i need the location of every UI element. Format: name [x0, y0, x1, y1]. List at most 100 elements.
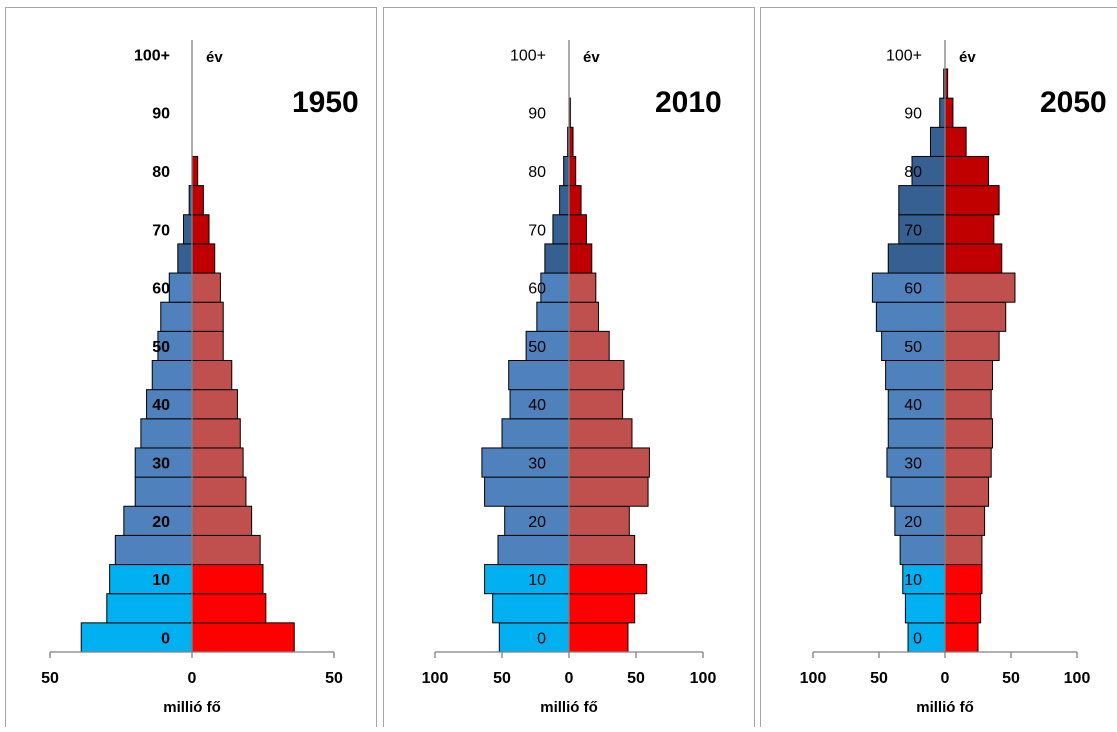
bar-female-15-19 — [945, 535, 982, 564]
x-tick-label: 100 — [690, 670, 717, 687]
x-tick-label: 0 — [565, 670, 574, 687]
age-tick-label: 70 — [528, 222, 546, 239]
x-tick-label: 0 — [941, 670, 950, 687]
bar-female-55-59 — [945, 302, 1006, 331]
x-tick-label: 100 — [800, 670, 827, 687]
age-tick-label: 60 — [152, 281, 170, 298]
bar-male-35-39 — [141, 419, 192, 448]
age-tick-label: 0 — [913, 630, 922, 647]
x-tick-label: 50 — [325, 670, 343, 687]
bar-female-85-89 — [945, 127, 966, 156]
bar-female-5-9 — [192, 594, 266, 623]
bar-female-70-74 — [945, 215, 994, 244]
bar-female-20-24 — [945, 506, 985, 535]
bar-female-30-34 — [569, 448, 649, 477]
panel-title: 2050 — [1040, 86, 1107, 119]
age-tick-label: 50 — [152, 339, 170, 356]
age-tick-label: 30 — [528, 456, 546, 473]
bar-male-45-49 — [886, 361, 945, 390]
bar-female-90-94 — [945, 98, 953, 127]
bar-male-15-19 — [115, 535, 192, 564]
age-tick-label: 50 — [904, 339, 922, 356]
panel-title: 1950 — [292, 86, 359, 119]
age-tick-label: 30 — [904, 456, 922, 473]
age-tick-label: 0 — [161, 630, 170, 647]
x-tick-label: 100 — [1064, 670, 1091, 687]
bar-male-55-59 — [161, 302, 192, 331]
bar-male-25-29 — [485, 477, 569, 506]
x-tick-label: 100 — [422, 670, 449, 687]
bar-male-10-14 — [110, 565, 192, 594]
x-tick-label: 50 — [1002, 670, 1020, 687]
age-axis-title: év — [206, 49, 223, 66]
bar-female-25-29 — [945, 477, 989, 506]
bar-female-40-44 — [192, 390, 237, 419]
bar-male-90-94 — [940, 98, 945, 127]
age-tick-label: 50 — [528, 339, 546, 356]
panel-title: 2010 — [655, 86, 722, 119]
x-tick-label: 0 — [188, 670, 197, 687]
age-axis-title: év — [959, 49, 976, 66]
age-tick-label: 100+ — [134, 47, 170, 64]
bar-male-65-69 — [888, 244, 945, 273]
bar-female-0-4 — [569, 623, 628, 652]
bar-female-55-59 — [192, 302, 223, 331]
bar-female-35-39 — [569, 419, 632, 448]
bar-male-25-29 — [891, 477, 945, 506]
bar-female-65-69 — [945, 244, 1002, 273]
bar-female-20-24 — [569, 506, 629, 535]
bar-female-75-79 — [569, 186, 581, 215]
bar-female-65-69 — [569, 244, 592, 273]
bar-female-5-9 — [569, 594, 635, 623]
bar-male-5-9 — [493, 594, 569, 623]
age-axis-title: év — [583, 49, 600, 66]
age-tick-label: 0 — [537, 630, 546, 647]
bar-female-45-49 — [192, 361, 232, 390]
bar-male-45-49 — [509, 361, 569, 390]
bar-female-50-54 — [945, 331, 999, 360]
bar-female-70-74 — [569, 215, 586, 244]
x-tick-label: 50 — [493, 670, 511, 687]
bar-female-60-64 — [192, 273, 220, 302]
age-tick-label: 60 — [528, 281, 546, 298]
bar-female-80-84 — [569, 156, 576, 185]
bar-female-35-39 — [945, 419, 993, 448]
bar-female-75-79 — [945, 186, 999, 215]
bar-male-75-79 — [560, 186, 569, 215]
bar-male-25-29 — [135, 477, 192, 506]
bar-female-25-29 — [569, 477, 648, 506]
bar-male-55-59 — [876, 302, 945, 331]
bar-male-30-34 — [482, 448, 569, 477]
x-axis-title: millió fő — [163, 699, 221, 716]
bar-female-75-79 — [192, 186, 203, 215]
bar-male-15-19 — [498, 535, 569, 564]
age-tick-label: 10 — [152, 572, 170, 589]
bar-female-60-64 — [569, 273, 596, 302]
bar-male-45-49 — [152, 361, 192, 390]
bar-male-65-69 — [178, 244, 192, 273]
bar-female-10-14 — [945, 565, 982, 594]
age-tick-label: 60 — [904, 281, 922, 298]
bar-male-65-69 — [545, 244, 569, 273]
age-tick-label: 20 — [904, 514, 922, 531]
bar-female-40-44 — [569, 390, 623, 419]
bar-male-5-9 — [107, 594, 192, 623]
age-tick-label: 20 — [528, 514, 546, 531]
bar-female-30-34 — [192, 448, 243, 477]
bar-female-50-54 — [569, 331, 609, 360]
bar-male-60-64 — [169, 273, 192, 302]
bar-male-0-4 — [499, 623, 569, 652]
bar-male-5-9 — [905, 594, 945, 623]
age-tick-label: 90 — [528, 106, 546, 123]
bar-female-20-24 — [192, 506, 252, 535]
bar-male-80-84 — [564, 156, 569, 185]
bar-female-10-14 — [192, 565, 263, 594]
x-tick-label: 50 — [627, 670, 645, 687]
bar-female-25-29 — [192, 477, 246, 506]
x-axis-title: millió fő — [540, 699, 598, 716]
bar-female-30-34 — [945, 448, 991, 477]
